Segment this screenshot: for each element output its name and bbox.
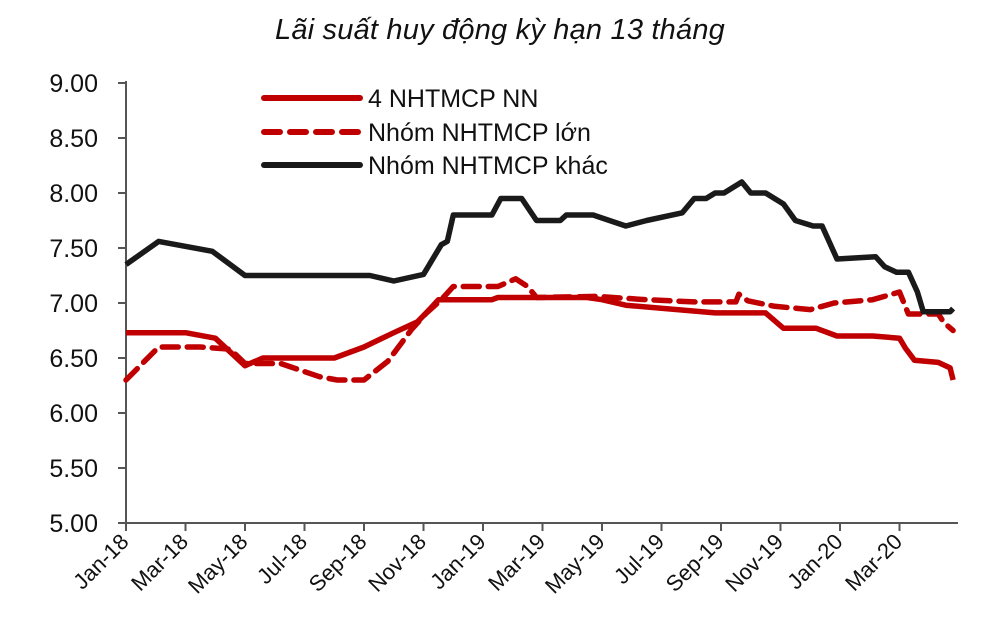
y-tick-label: 7.50 — [49, 235, 98, 263]
x-tick-label: Sep-18 — [304, 529, 372, 597]
y-tick-label: 8.00 — [49, 180, 98, 208]
y-tick-label: 6.00 — [49, 400, 98, 428]
x-tick-label: Jan-18 — [68, 529, 133, 594]
series-line-2 — [124, 179, 956, 315]
legend-label-2: Nhóm NHTMCP khác — [368, 152, 608, 180]
y-tick-label: 5.00 — [49, 510, 98, 538]
series-layer — [123, 179, 956, 383]
x-tick-label: Mar-19 — [483, 529, 550, 596]
series-line-0 — [126, 294, 956, 381]
y-tick-label: 8.50 — [49, 125, 98, 153]
x-tick-label: Jul-19 — [609, 529, 669, 589]
y-tick-label: 7.00 — [49, 290, 98, 318]
x-tick-label: Jan-19 — [425, 529, 490, 594]
y-tick-label: 5.50 — [49, 455, 98, 483]
x-tick-label: Jul-18 — [252, 529, 312, 589]
x-tick-label: May-18 — [183, 529, 253, 599]
x-tick-label: Nov-18 — [363, 529, 431, 597]
x-tick-label: May-19 — [540, 529, 610, 599]
legend: 4 NHTMCP NN Nhóm NHTMCP lớn Nhóm NHTMCP kh… — [261, 85, 608, 180]
chart-title: Lãi suất huy động kỳ hạn 13 tháng — [275, 14, 725, 46]
series-line-1 — [123, 276, 956, 383]
y-tick-label: 9.00 — [49, 70, 98, 98]
legend-label-0: 4 NHTMCP NN — [368, 85, 538, 113]
x-tick-label: Sep-19 — [661, 529, 729, 597]
legend-label-1: Nhóm NHTMCP lớn — [368, 119, 591, 147]
x-tick-label: Jan-20 — [782, 529, 847, 594]
x-tick-label: Mar-20 — [840, 529, 907, 596]
x-tick-label: Nov-19 — [720, 529, 788, 597]
y-tick-label: 6.50 — [49, 345, 98, 373]
x-tick-label: Mar-18 — [126, 529, 193, 596]
